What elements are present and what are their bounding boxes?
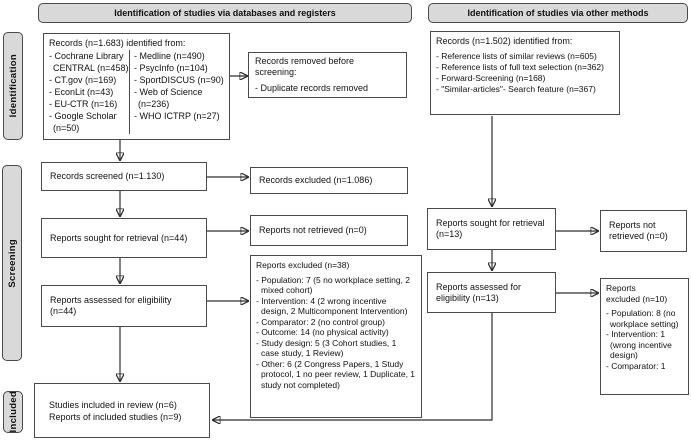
other-reports-assessed-label: Reports assessed for eligibility (n=13): [436, 281, 522, 303]
other-source-item: - "Similar-articles"- Search feature (n=…: [436, 84, 596, 94]
source-item: - Medline (n=490): [134, 51, 205, 61]
source-column-2: - Medline (n=490) - PsycInfo (n=104) - S…: [129, 50, 226, 134]
box-studies-included: Studies included in review (n=6) Reports…: [34, 383, 210, 438]
box-records-identified-databases: Records (n=1.683) identified from: - Coc…: [43, 33, 230, 140]
records-identified-title: Records (n=1.683) identified from:: [49, 38, 186, 48]
box-other-reports-assessed: Reports assessed for eligibility (n=13): [427, 272, 556, 313]
source-item: - Google Scholar (n=50): [49, 111, 117, 133]
box-reports-assessed: Reports assessed for eligibility (n=44): [41, 285, 207, 327]
records-identified-source-columns: - Cochrane Library CENTRAL (n=458) - CT.…: [49, 50, 226, 134]
other-reports-excluded-title: Reports excluded (n=10): [606, 283, 668, 304]
source-item: - EconLit (n=43): [49, 87, 114, 97]
other-exclusion-reason: - Comparator: 1: [606, 360, 666, 371]
source-item: - PsycInfo (n=104): [134, 63, 208, 73]
stage-label-included-text: Included: [7, 391, 19, 433]
box-records-identified-other: Records (n=1.502) identified from: - Ref…: [430, 31, 620, 115]
exclusion-reason: - Population: 7 (5 no workplace setting,…: [256, 274, 411, 296]
source-column-1: - Cochrane Library CENTRAL (n=458) - CT.…: [49, 50, 129, 134]
source-item: - WHO ICTRP (n=27): [134, 111, 220, 121]
source-item: - Web of Science (n=236): [134, 87, 203, 109]
exclusion-reason: - Study design: 5 (3 Cohort studies, 1 c…: [256, 337, 397, 359]
other-reports-not-retrieved-label: Reports not retrieved (n=0): [609, 220, 668, 241]
box-reports-sought: Reports sought for retrieval (n=44): [41, 218, 207, 258]
stage-label-identification-text: Identification: [7, 54, 19, 118]
source-item: - Cochrane Library CENTRAL (n=458): [49, 51, 129, 73]
exclusion-reason: - Comparator: 2 (no control group): [256, 316, 385, 327]
other-source-item: - Forward-Screening (n=168): [436, 73, 546, 83]
stage-label-identification: Identification: [3, 32, 23, 140]
reports-not-retrieved-label: Reports not retrieved (n=0): [259, 225, 367, 235]
box-reports-not-retrieved: Reports not retrieved (n=0): [250, 215, 408, 246]
records-screened-label: Records screened (n=1.130): [50, 171, 165, 181]
studies-included-line2: Reports of included studies (n=9): [49, 411, 182, 422]
studies-included-line1: Studies included in review (n=6): [49, 399, 177, 410]
box-records-excluded: Records excluded (n=1.086): [250, 167, 408, 194]
records-removed-item: - Duplicate records removed: [255, 83, 369, 93]
box-other-reports-sought: Reports sought for retrieval (n=13): [427, 208, 556, 250]
other-exclusion-reason: - Intervention: 1 (wrong incentive desig…: [606, 329, 672, 360]
reports-sought-label: Reports sought for retrieval (n=44): [50, 232, 188, 243]
reports-assessed-label: Reports assessed for eligibility (n=44): [50, 295, 172, 316]
source-item: - EU-CTR (n=16): [49, 99, 118, 109]
source-item: - CT.gov (n=169): [49, 75, 117, 85]
header-other-methods: Identification of studies via other meth…: [428, 3, 688, 23]
other-records-identified-title: Records (n=1.502) identified from:: [436, 36, 573, 46]
exclusion-reason: - Outcome: 14 (no physical activity): [256, 327, 389, 337]
records-excluded-label: Records excluded (n=1.086): [259, 175, 373, 185]
reports-excluded-title: Reports excluded (n=38): [256, 260, 350, 270]
stage-label-included: Included: [3, 391, 23, 433]
box-records-removed: Records removed before screening: - Dupl…: [248, 52, 407, 98]
box-reports-excluded-reasons: Reports excluded (n=38) - Population: 7 …: [250, 255, 422, 418]
exclusion-reason: - Other: 6 (2 Congress Papers, 1 Study p…: [256, 358, 416, 390]
other-source-item: - Reference lists of similar reviews (n=…: [436, 51, 597, 61]
stage-label-screening-text: Screening: [6, 238, 18, 288]
source-item: - SportDISCUS (n=90): [134, 75, 224, 85]
stage-label-screening: Screening: [2, 165, 22, 361]
other-exclusion-reason: - Population: 8 (no workplace setting): [606, 308, 679, 329]
box-other-reports-not-retrieved: Reports not retrieved (n=0): [600, 210, 687, 252]
other-reports-sought-label: Reports sought for retrieval (n=13): [436, 218, 545, 239]
header-databases-registers: Identification of studies via databases …: [38, 3, 412, 23]
records-removed-title: Records removed before screening:: [255, 56, 355, 77]
box-records-screened: Records screened (n=1.130): [41, 162, 207, 191]
box-other-reports-excluded: Reports excluded (n=10) - Population: 8 …: [600, 278, 689, 395]
other-source-item: - Reference lists of full text selection…: [436, 62, 604, 72]
exclusion-reason: - Intervention: 4 (2 wrong incentive des…: [256, 295, 408, 317]
